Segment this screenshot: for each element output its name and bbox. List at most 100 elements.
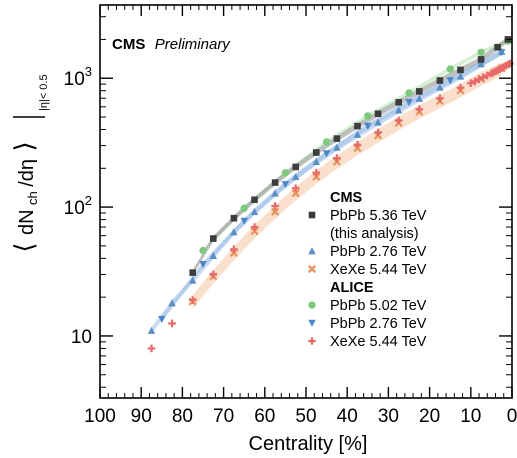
x-tick-label: 20 xyxy=(419,406,440,427)
data-point xyxy=(405,89,413,97)
y-title-close-bracket: ⟩ xyxy=(9,141,39,151)
x-tick-label: 0 xyxy=(507,406,517,427)
experiment-tag-preliminary: Preliminary xyxy=(155,36,232,53)
data-point xyxy=(475,75,483,84)
data-point xyxy=(230,228,238,236)
legend: CMS PbPb 5.36 TeV (this analysis) PbPb 2.76… xyxy=(307,190,427,350)
data-point xyxy=(374,110,382,118)
data-point xyxy=(250,227,259,236)
x-tick-label: 80 xyxy=(172,406,193,427)
x-tick-label: 90 xyxy=(131,406,152,427)
x-tick-label: 60 xyxy=(254,406,275,427)
data-point xyxy=(395,99,402,106)
data-point xyxy=(456,72,465,80)
data-point xyxy=(477,56,485,63)
data-point xyxy=(322,138,331,146)
legend-label: XeXe 5.44 TeV xyxy=(330,334,427,350)
x-tick-label: 50 xyxy=(295,406,316,427)
legend-marker xyxy=(307,264,317,274)
data-point xyxy=(230,214,238,222)
x-tick-label: 100 xyxy=(84,406,116,427)
data-point xyxy=(394,116,403,125)
x-axis-title: Centrality [%] xyxy=(249,433,368,455)
x-tick-label: 40 xyxy=(337,406,358,427)
data-point xyxy=(209,270,218,279)
legend-label: PbPb 2.76 TeV xyxy=(330,316,427,332)
data-point xyxy=(250,223,259,231)
legend-label: PbPb 5.02 TeV xyxy=(330,298,427,314)
legend-label: XeXe 5.44 TeV xyxy=(330,262,427,278)
y-tick-label: 103 xyxy=(64,64,92,90)
data-point xyxy=(395,106,403,114)
data-point xyxy=(292,172,300,181)
x-tick-label: 10 xyxy=(460,406,481,427)
y-title-open-bracket: ⟨ xyxy=(9,242,39,252)
data-point xyxy=(271,207,280,216)
experiment-tag-cms: CMS xyxy=(112,36,145,53)
data-point xyxy=(313,149,320,156)
data-point xyxy=(498,47,506,55)
data-point xyxy=(477,48,485,56)
legend-marker xyxy=(308,301,316,309)
y-tick-label: 10 xyxy=(71,327,92,348)
y-title-subscript: ch xyxy=(25,191,40,205)
data-point xyxy=(446,65,454,73)
data-point xyxy=(456,83,465,92)
y-tick-label: 102 xyxy=(64,193,92,219)
data-point xyxy=(415,105,424,113)
data-point xyxy=(210,235,217,242)
data-point xyxy=(189,269,196,276)
legend-marker xyxy=(308,211,316,219)
y-title-eta-range: |η|< 0.5 xyxy=(38,74,50,111)
data-point xyxy=(483,71,492,80)
legend-marker xyxy=(308,319,316,327)
x-tick-label: 70 xyxy=(213,406,234,427)
data-point xyxy=(240,217,248,225)
uncertainty-band xyxy=(192,36,508,276)
data-point xyxy=(189,276,197,284)
svg-text:⟨ dN ch /dη: ⟨ dN ch /dη ⟩ xyxy=(9,141,41,252)
data-point xyxy=(374,118,382,126)
data-point xyxy=(240,204,248,212)
data-point xyxy=(168,319,176,328)
data-point xyxy=(494,43,501,51)
data-point xyxy=(147,344,156,353)
data-point xyxy=(250,207,259,216)
data-point xyxy=(354,122,361,130)
data-point xyxy=(333,135,341,142)
data-point xyxy=(436,77,444,84)
data-point xyxy=(168,299,176,307)
y-title-dn: dN xyxy=(16,209,38,235)
legend-marker xyxy=(308,247,316,255)
data-point xyxy=(479,73,487,82)
legend-header: ALICE xyxy=(330,280,374,296)
data-point xyxy=(312,168,321,177)
data-point xyxy=(291,189,300,198)
legend-label: PbPb 5.36 TeV xyxy=(330,208,427,224)
legend-label: (this analysis) xyxy=(330,226,419,242)
plot-frame xyxy=(99,4,513,399)
legend-label: PbPb 2.76 TeV xyxy=(330,244,427,260)
data-point xyxy=(333,154,341,162)
experiment-tag: CMS Preliminary xyxy=(112,36,231,53)
x-tick-label: 30 xyxy=(378,406,399,427)
data-point xyxy=(333,143,341,151)
data-point xyxy=(436,94,444,102)
data-point xyxy=(209,251,217,259)
data-point xyxy=(353,130,362,138)
data-point xyxy=(251,196,258,204)
data-point xyxy=(199,246,207,255)
data-point xyxy=(374,128,382,137)
data-point xyxy=(364,122,372,131)
data-point xyxy=(271,202,279,210)
data-point xyxy=(199,260,207,269)
data-point xyxy=(457,66,464,74)
data-point xyxy=(281,181,290,189)
data-point xyxy=(353,140,362,149)
data-point xyxy=(467,79,475,87)
data-point xyxy=(281,168,290,177)
data-point xyxy=(364,112,372,120)
data-point xyxy=(436,83,444,91)
data-point xyxy=(292,163,299,171)
